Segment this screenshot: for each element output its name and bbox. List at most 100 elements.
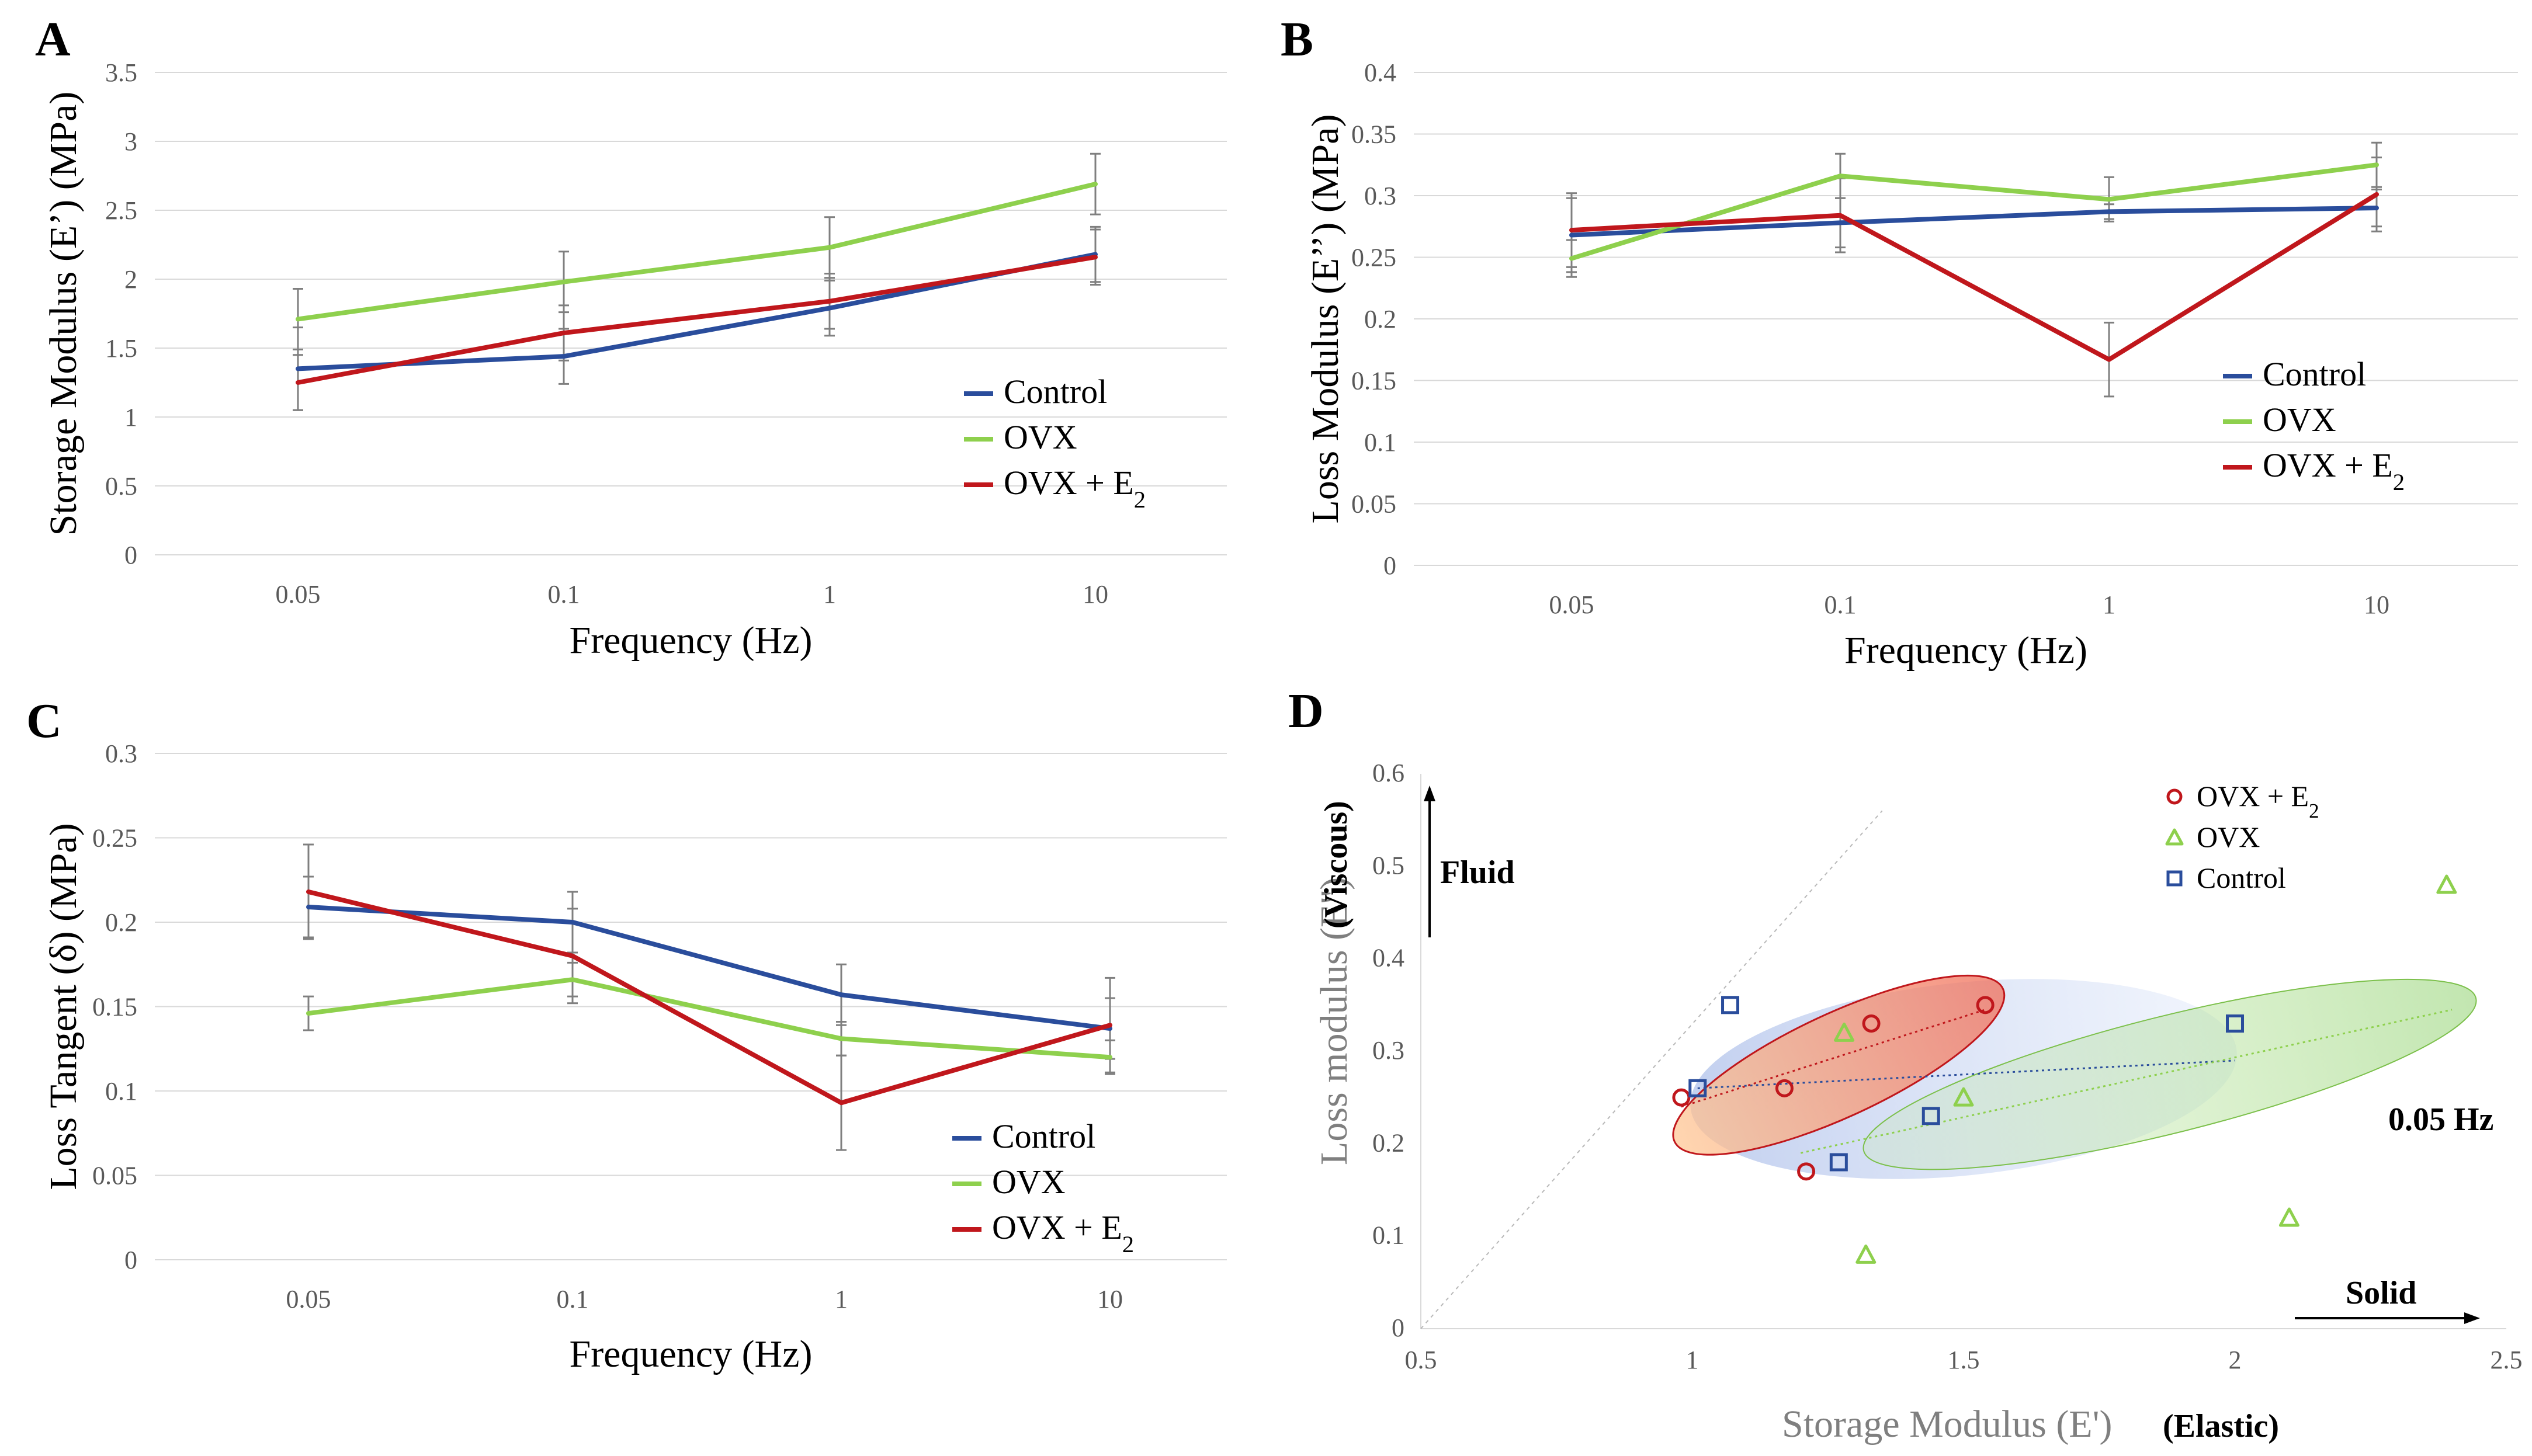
y-tick-label: 0.15: [92, 993, 137, 1021]
fluid-annotation: Fluid: [1440, 854, 1515, 891]
legend-label-control: Control: [992, 1117, 1095, 1155]
legend-label-ovx_e2-text: OVX + E: [2197, 780, 2309, 812]
series-line-ovx_e2: [1569, 192, 2379, 362]
legend-marker-ovx: [2165, 828, 2184, 846]
x-tick-label: 1: [1686, 1346, 1699, 1374]
legend: Control OVX OVX + E2: [952, 1117, 1134, 1257]
data-point-control: [1688, 1079, 1707, 1097]
legend: Control OVX OVX + E2: [2223, 355, 2405, 495]
y-tick-label: 0.05: [1351, 490, 1396, 519]
legend-label-ovx-text: OVX: [992, 1163, 1066, 1201]
y-axis-label: Loss modulus (E''): [1313, 877, 1355, 1165]
legend-label-control: Control: [1004, 373, 1107, 411]
data-point-ovx_e2: [1094, 255, 1097, 259]
series-line-control: [296, 252, 1098, 371]
x-axis-label: Frequency (Hz): [570, 619, 813, 662]
legend-label-ovx: OVX: [992, 1163, 1066, 1201]
data-point-control: [1921, 1107, 1940, 1125]
data-point-ovx_e2: [1672, 1088, 1691, 1107]
legend-marker-control: [2166, 870, 2183, 887]
data-point-control: [562, 355, 566, 359]
legend-label-control-text: Control: [1004, 373, 1107, 411]
data-point-ovx: [840, 1037, 843, 1041]
data-point-ovx: [2375, 163, 2378, 167]
y-tick-label: 1.5: [105, 334, 137, 363]
y-tick-label: 0.6: [1372, 759, 1404, 787]
series-line-ovx_e2: [306, 889, 1112, 1106]
y-tick-label: 0.1: [1372, 1221, 1404, 1250]
y-tick-label: 0: [1383, 551, 1396, 580]
y-tick-label: 0.3: [1372, 1036, 1404, 1065]
data-point-ovx_e2: [1797, 1162, 1816, 1181]
x-tick-label: 1.5: [1948, 1346, 1980, 1374]
data-point-control: [840, 993, 843, 997]
panel-B: B 0 0.05 0.1 0.15 0.2 0.25 0.3 0.35 0.4 0.05 0.1 1 10…: [1281, 12, 2518, 672]
data-point-control: [1839, 221, 1842, 225]
y-tick-label: 0.25: [92, 824, 137, 853]
y-tick-label: 0.05: [92, 1162, 137, 1190]
legend-label-ovx_e2: OVX + E2: [2263, 446, 2405, 495]
legend-label-ovx-text: OVX: [1004, 418, 1077, 456]
ellipse-ovx-e2: [1672, 974, 2006, 1156]
legend-label-ovx: OVX: [2263, 401, 2336, 439]
legend-label-ovx_e2-text: OVX + E: [1004, 464, 1134, 502]
x-tick-label: 0.1: [1825, 590, 1857, 619]
data-point-ovx: [2436, 874, 2457, 894]
y-tick-label: 0.5: [105, 472, 137, 501]
data-point-ovx: [1834, 1022, 1855, 1042]
x-tick-label: 10: [2364, 590, 2389, 619]
x-tick-label: 2.5: [2491, 1346, 2523, 1374]
data-point-ovx: [307, 1012, 310, 1016]
legend-label-ovx-text: OVX: [2263, 401, 2336, 439]
data-point-ovx: [1953, 1087, 1974, 1107]
data-point-ovx_e2: [1108, 1023, 1112, 1027]
series-line-ovx_e2: [296, 255, 1098, 385]
x-tick-label: 10: [1083, 580, 1108, 609]
legend: Control OVX OVX + E2: [964, 373, 1146, 513]
x-tick-label: 1: [2103, 590, 2115, 619]
y-tick-label: 0.25: [1351, 244, 1396, 272]
legend-label-ovx_e2: OVX + E2: [992, 1208, 1134, 1257]
legend-label-ovx_e2: OVX + E2: [1004, 464, 1146, 513]
data-point-control: [2226, 1014, 2244, 1033]
x-tick-label: 1: [835, 1285, 848, 1313]
data-point-control: [571, 920, 574, 924]
x-tick-label: 1: [823, 580, 836, 609]
ellipse-ovx: [1862, 978, 2477, 1170]
data-point-ovx_e2: [1839, 213, 1842, 217]
legend-label-ovx_e2-subscript: 2: [1122, 1231, 1134, 1257]
y-tick-label: 0.4: [1372, 944, 1404, 972]
data-point-control: [2107, 210, 2111, 214]
panel-C: C 0 0.05 0.1 0.15 0.2 0.25 0.3 0.05 0.1 1 10 Frequen…: [26, 694, 1227, 1375]
y-tick-label: 0.15: [1351, 367, 1396, 395]
x-axis-label: Frequency (Hz): [1844, 629, 2087, 672]
data-point-ovx: [571, 978, 574, 982]
trend-line-ovx-e2: [1681, 1009, 1986, 1108]
legend-marker-ovx_e2: [2166, 788, 2183, 805]
legend-label-ovx_e2-subscript: 2: [2309, 800, 2319, 822]
data-point-ovx_e2: [296, 381, 300, 384]
legend-label-ovx_e2-subscript: 2: [2393, 469, 2405, 495]
legend-label-ovx: OVX: [2197, 821, 2260, 853]
data-point-ovx: [2278, 1207, 2299, 1227]
y-tick-label: 2.5: [105, 196, 137, 225]
data-point-control: [1570, 233, 1573, 237]
data-point-ovx: [1108, 1055, 1112, 1059]
data-point-control: [2375, 206, 2378, 210]
x-tick-label: 10: [1097, 1285, 1123, 1313]
x-axis-note: (Elastic): [2163, 1408, 2279, 1444]
data-point-ovx_e2: [1570, 228, 1573, 232]
y-tick-label: 0.35: [1351, 120, 1396, 149]
data-point-ovx_e2: [2375, 192, 2378, 196]
x-tick-label: 0.05: [286, 1285, 331, 1313]
fluid-arrowhead: [1424, 786, 1435, 801]
panel-label-B: B: [1281, 12, 1313, 67]
series-line-control: [306, 904, 1112, 1031]
panel-A: A 0 0.5 1 1.5 2 2.5 3 3.5 0.05 0.1 1 10 Frequency (Hz…: [35, 12, 1227, 662]
series-line-ovx: [306, 977, 1112, 1060]
y-axis-label: Loss Tangent (δ) (MPa): [42, 823, 85, 1190]
data-point-ovx: [1094, 182, 1097, 186]
data-point-control: [1829, 1153, 1848, 1172]
data-point-ovx: [1855, 1244, 1877, 1264]
